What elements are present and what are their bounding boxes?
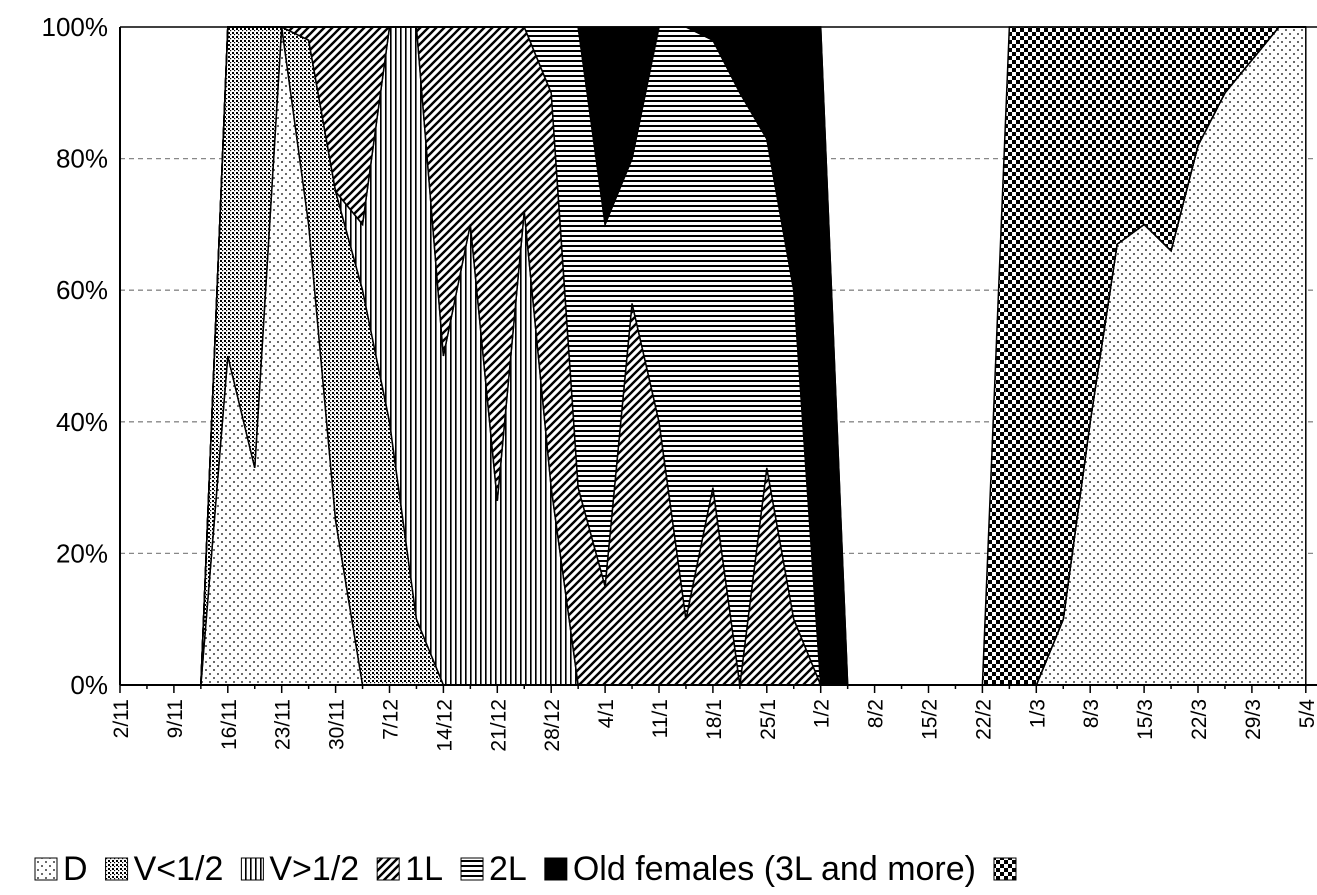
legend-swatch — [376, 857, 400, 881]
legend-swatch — [544, 857, 568, 881]
x-tick-label: 2/11 — [110, 699, 133, 738]
y-tick-label: 80% — [56, 144, 108, 174]
legend-label: Old females (3L and more) — [573, 850, 976, 888]
x-tick-label: 5/4 — [1296, 699, 1317, 729]
legend-label: 2L — [489, 850, 527, 888]
x-tick-label: 23/11 — [272, 699, 295, 750]
x-tick-label: 8/3 — [1080, 699, 1103, 728]
x-tick-label: 30/11 — [326, 699, 349, 750]
legend-label: 1L — [405, 850, 443, 888]
x-tick-label: 21/12 — [487, 699, 510, 752]
y-tick-label: 100% — [42, 12, 109, 42]
x-tick-label: 15/3 — [1134, 699, 1157, 740]
x-tick-label: 7/12 — [380, 699, 403, 740]
legend-swatch — [34, 857, 58, 881]
x-tick-label: 29/3 — [1242, 699, 1265, 740]
x-tick-label: 14/12 — [433, 699, 456, 752]
legend-swatch — [993, 857, 1017, 881]
legend-swatch — [105, 857, 129, 881]
legend-label: V>1/2 — [269, 850, 359, 888]
x-tick-label: 1/2 — [811, 699, 834, 728]
legend-swatch — [460, 857, 484, 881]
y-tick-label: 60% — [56, 275, 108, 305]
y-tick-label: 0% — [70, 670, 108, 700]
legend-label: V<1/2 — [134, 850, 224, 888]
x-tick-label: 22/2 — [972, 699, 995, 740]
y-tick-label: 20% — [56, 538, 108, 568]
x-tick-label: 25/1 — [757, 699, 780, 740]
x-tick-label: 8/2 — [865, 699, 888, 728]
x-tick-label: 1/3 — [1026, 699, 1049, 728]
x-tick-label: 11/1 — [649, 699, 672, 738]
y-tick-label: 40% — [56, 407, 108, 437]
x-tick-label: 28/12 — [541, 699, 564, 752]
x-tick-label: 15/2 — [919, 699, 942, 740]
legend-swatch — [240, 857, 264, 881]
x-tick-label: 4/1 — [595, 699, 618, 728]
x-tick-label: 9/11 — [164, 699, 187, 738]
legend-label: D — [63, 850, 88, 888]
x-tick-label: 18/1 — [703, 699, 726, 740]
x-tick-label: 16/11 — [218, 699, 241, 750]
x-tick-label: 22/3 — [1188, 699, 1211, 740]
